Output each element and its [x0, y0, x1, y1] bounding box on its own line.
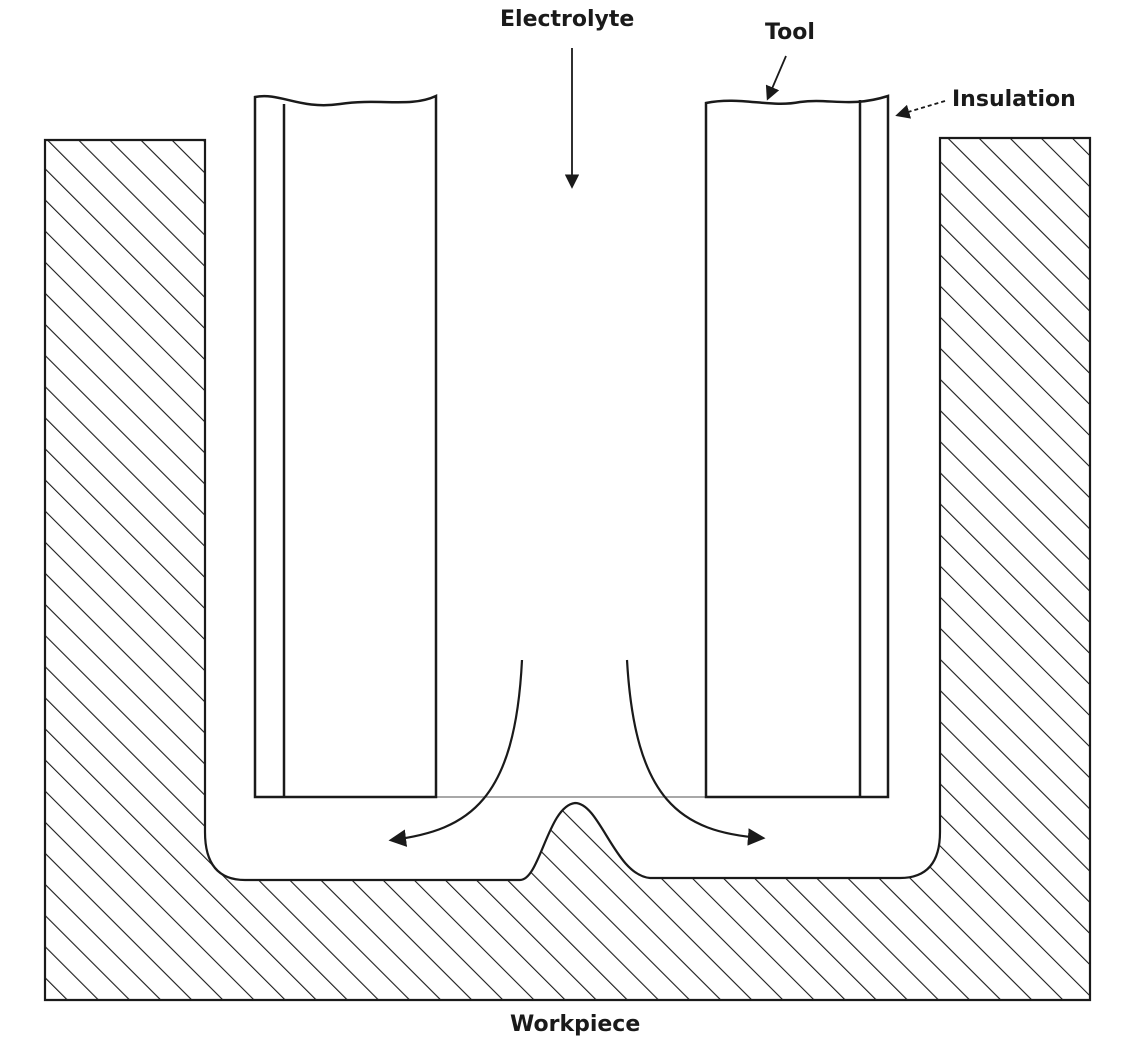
electrolyte-outflow-left-arrow	[388, 659, 524, 847]
insulation-pointer-arrow	[895, 100, 946, 119]
workpiece-body	[43, 136, 1092, 1002]
insulation-label: Insulation	[952, 87, 1076, 112]
tool-right	[704, 94, 890, 799]
tool-left-body	[253, 94, 438, 799]
tool-label: Tool	[765, 20, 815, 45]
tool-pointer-arrow	[765, 55, 787, 101]
tool-right-body	[704, 94, 890, 799]
electrolyte-outflow-right-arrow	[625, 659, 766, 846]
electrolyte-label: Electrolyte	[500, 7, 635, 32]
tool-left	[253, 94, 438, 799]
workpiece-label: Workpiece	[510, 1012, 641, 1037]
